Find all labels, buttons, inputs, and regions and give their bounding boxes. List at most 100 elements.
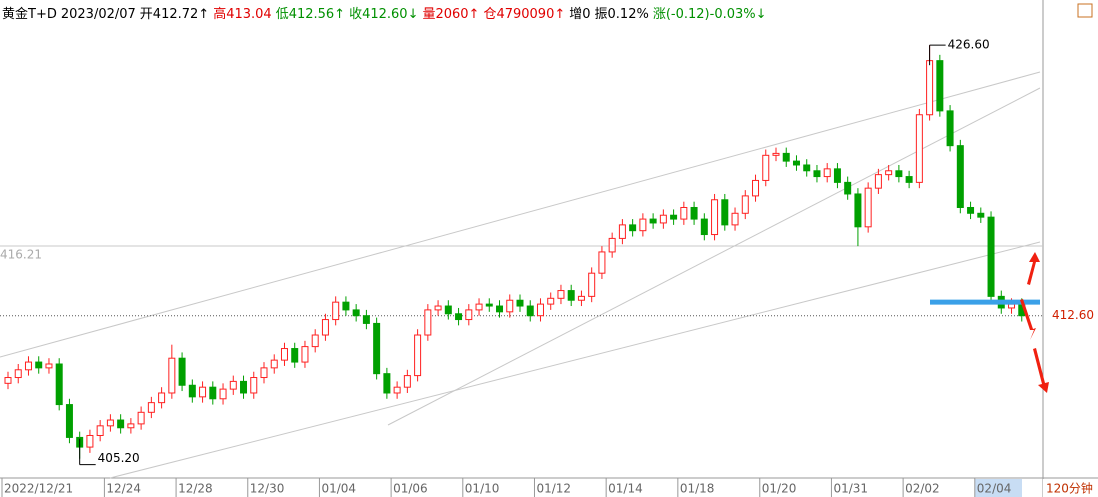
candle-body	[854, 193, 862, 228]
x-tick-label: 12/24	[106, 482, 141, 496]
low-marker-label: 405.20	[98, 451, 140, 465]
candle-body	[608, 237, 616, 253]
open: 开412.72↑	[139, 7, 210, 22]
quote-header: 黄金T+D 2023/02/07 开412.72↑ 高413.04 低412.56↑ 收4…	[2, 3, 771, 22]
candle-body	[823, 168, 831, 178]
candle-body	[383, 373, 391, 394]
x-tick-label: 01/06	[393, 482, 428, 496]
candle-body	[772, 152, 780, 156]
candle-body	[209, 386, 217, 400]
period-box	[1043, 479, 1098, 497]
high-marker-label: 426.60	[948, 38, 990, 52]
candle-body	[362, 315, 370, 324]
candle-body	[240, 380, 248, 394]
x-tick-label: 01/31	[833, 482, 868, 496]
candle-body	[864, 187, 872, 228]
candle-body	[168, 357, 176, 394]
candle-body	[946, 110, 954, 147]
candle-body	[106, 419, 114, 427]
x-tick-label: 12/30	[250, 482, 285, 496]
candle-body	[229, 380, 237, 390]
candle-body	[65, 404, 73, 438]
x-tick-label: 01/12	[536, 482, 571, 496]
candle-body	[332, 301, 340, 321]
candle-body	[311, 334, 319, 348]
candle-body	[485, 303, 493, 307]
x-tick-label: 2022/12/21	[4, 482, 73, 496]
symbol: 黄金T+D	[2, 7, 57, 22]
candle-body	[321, 319, 329, 336]
candle-body	[721, 199, 729, 226]
candle-body	[393, 386, 401, 394]
candle-body	[86, 434, 94, 448]
arrow-up	[1027, 252, 1040, 285]
candle-body	[967, 206, 975, 214]
candle-body	[905, 176, 913, 183]
candle-body	[403, 375, 411, 388]
candle-body	[516, 299, 524, 307]
volume: 量2060↑	[422, 7, 480, 22]
close: 收412.60↓	[349, 7, 419, 22]
candle-body	[618, 224, 626, 239]
candle-body	[792, 160, 800, 166]
x-tick-label: 12/28	[178, 482, 213, 496]
candle-body	[199, 386, 207, 398]
x-tick-label: 01/14	[608, 482, 643, 496]
candle-body	[874, 174, 882, 189]
arrow-down	[1033, 348, 1049, 393]
position: 仓4790090↑	[483, 7, 566, 22]
trend-line	[109, 241, 1041, 479]
candle-body	[1008, 303, 1016, 309]
increase: 增0	[569, 7, 591, 22]
x-tick-label: 01/10	[465, 482, 500, 496]
candle-body	[598, 251, 606, 274]
amplitude: 振0.12%	[594, 7, 649, 22]
candle-body	[127, 423, 135, 429]
candle-body	[301, 346, 309, 363]
x-tick-label: 01/04	[321, 482, 356, 496]
candle-body	[506, 299, 514, 313]
last-price-label: 412.60	[1052, 308, 1094, 322]
candle-body	[117, 419, 125, 429]
candle-body	[741, 195, 749, 214]
high: 高413.04	[213, 7, 272, 22]
candle-body	[35, 361, 43, 369]
candle-body	[588, 272, 596, 297]
candle-body	[496, 305, 504, 313]
low: 低412.56↑	[275, 7, 346, 22]
date-highlight	[975, 479, 1022, 497]
candle-body	[526, 305, 534, 317]
trend-line	[0, 71, 1041, 358]
candle-body	[639, 218, 647, 232]
candle-body	[219, 388, 227, 400]
candle-body	[700, 218, 708, 236]
x-tick-label: 01/20	[762, 482, 797, 496]
candle-body	[342, 301, 350, 311]
date: 2023/02/07	[60, 7, 136, 22]
candle-body	[250, 377, 258, 394]
period-label: 120分钟	[1046, 481, 1093, 496]
candle-body	[833, 168, 841, 183]
candle-body	[158, 392, 166, 404]
candle-body	[659, 214, 667, 224]
candle-body	[813, 170, 821, 178]
candle-body	[936, 60, 944, 112]
candle-body	[547, 297, 555, 305]
candle-body	[577, 295, 585, 301]
candle-body	[45, 363, 53, 369]
settings-button[interactable]	[1077, 3, 1093, 18]
candle-body	[956, 145, 964, 208]
candle-body	[844, 181, 852, 195]
x-tick-label: 02/04	[977, 482, 1012, 496]
candle-body	[260, 367, 268, 379]
candle-body	[649, 218, 657, 224]
arrow-down	[1020, 299, 1036, 340]
candle-body	[915, 114, 923, 183]
candle-body	[536, 303, 544, 317]
reference-label: 416.21	[0, 247, 42, 261]
candle-body	[424, 309, 432, 336]
x-tick-label: 02/02	[905, 482, 940, 496]
candle-body	[188, 384, 196, 398]
